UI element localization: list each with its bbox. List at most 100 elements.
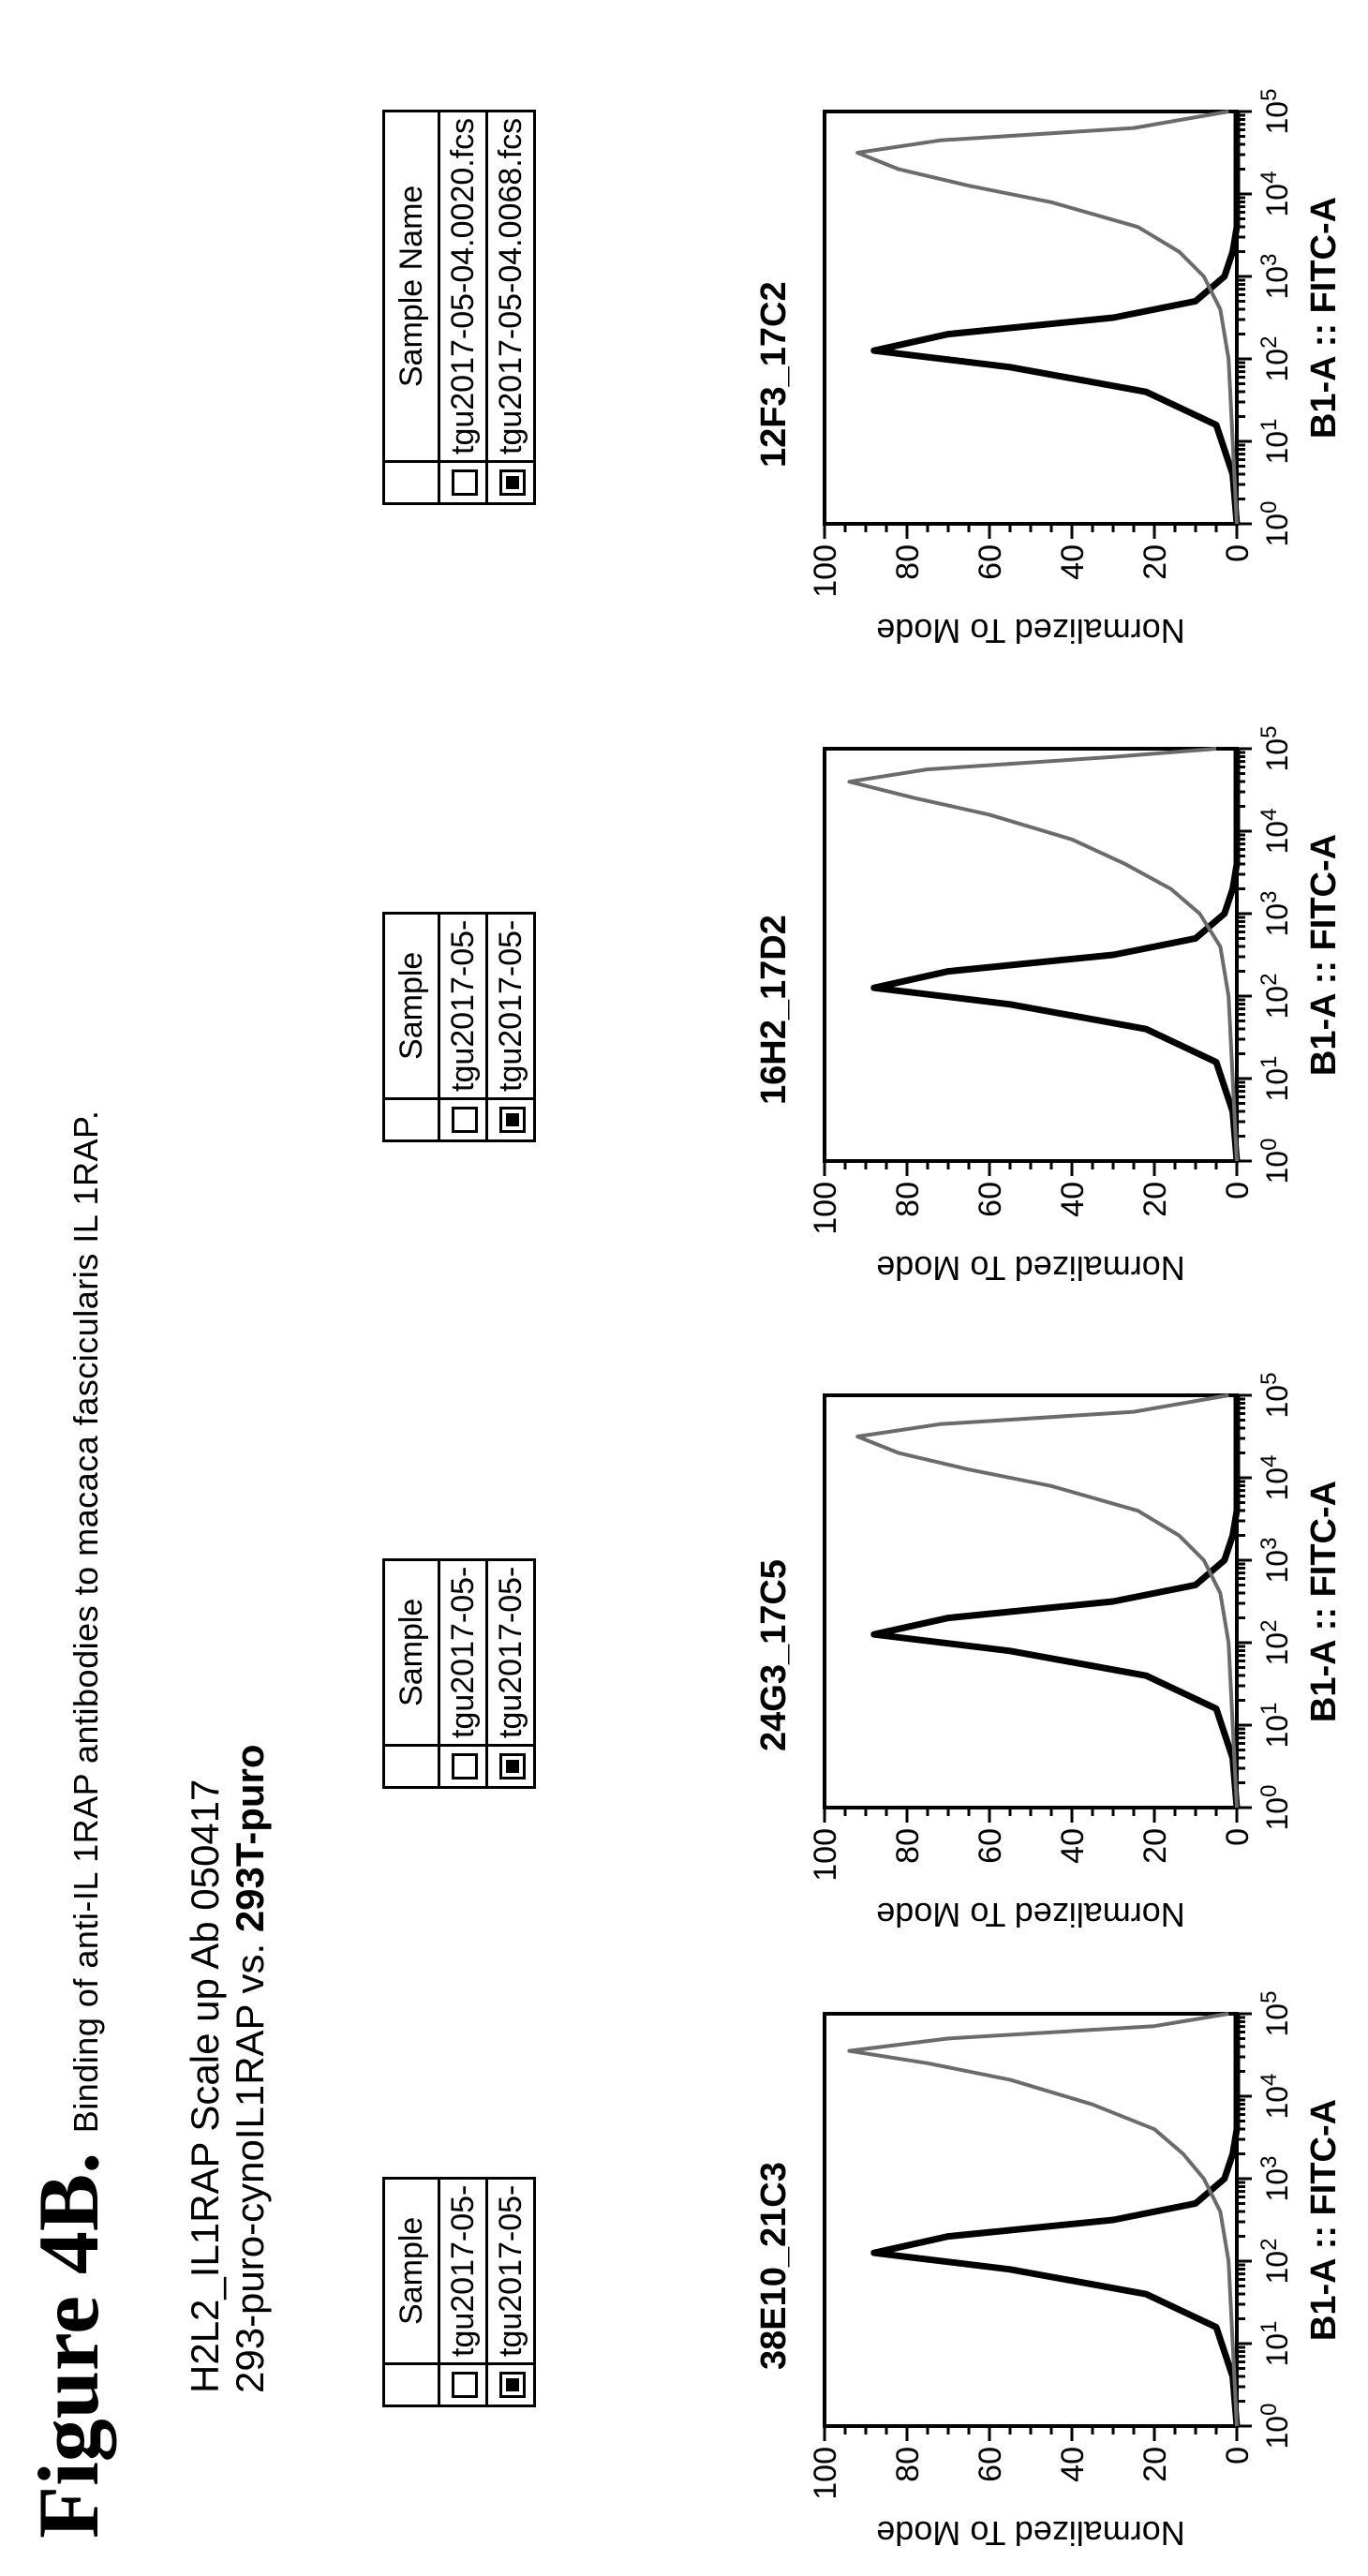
x-tick-label: 105	[1256, 726, 1294, 772]
legend-row: tgu2017-05-04.0068.fcs	[486, 111, 535, 504]
histogram-trace-control	[870, 112, 1241, 525]
legend-header: Sample Name	[383, 111, 439, 462]
legend-sample-name: tgu2017-05-	[439, 913, 487, 1099]
x-axis-label: B1-A :: FITC-A	[1304, 1481, 1344, 1722]
y-tick-label: 100	[808, 1828, 843, 1882]
x-tick-label: 102	[1256, 1620, 1294, 1666]
y-tick-label: 100	[808, 1182, 843, 1235]
sample-legend: Sample tgu2017-05- tgu2017-05-	[382, 2177, 536, 2407]
y-tick-label: 40	[1055, 544, 1091, 580]
histogram-panel-2: Sample tgu2017-05- tgu2017-05- 24G3_17C5…	[375, 1339, 1349, 1939]
experiment-subtitle: H2L2_IL1RAP Scale up Ab 050417 293-puro-…	[183, 1744, 273, 2393]
x-tick-label: 100	[1256, 1785, 1294, 1831]
legend-sample-name: tgu2017-05-	[486, 913, 535, 1099]
legend-row: tgu2017-05-	[439, 913, 487, 1141]
y-tick-label: 0	[1220, 544, 1256, 562]
x-tick-label: 101	[1256, 2321, 1294, 2367]
legend-row: tgu2017-05-04.0020.fcs	[439, 111, 487, 504]
clone-label: 12F3_17C2	[754, 281, 794, 468]
histogram-trace-control	[870, 2014, 1241, 2427]
sample-checkbox[interactable]	[498, 1107, 526, 1133]
x-axis-label: B1-A :: FITC-A	[1304, 2099, 1344, 2341]
legend-sample-name: tgu2017-05-	[486, 1559, 535, 1746]
sample-checkbox[interactable]	[451, 1753, 478, 1779]
x-tick-label: 105	[1256, 89, 1294, 135]
histogram-plot: 100 80 60 40 20 0100101102103104105Normalized…	[808, 1373, 1344, 1934]
histogram-trace-sample	[855, 1393, 1239, 1809]
x-tick-label: 101	[1256, 1056, 1294, 1102]
y-tick-label: 20	[1138, 2447, 1173, 2482]
sample-checkbox[interactable]	[498, 469, 526, 496]
sample-legend: Sample tgu2017-05- tgu2017-05-	[382, 1558, 536, 1789]
histogram-plot: 100 80 60 40 20 0100101102103104105Normalized…	[808, 1991, 1344, 2553]
y-tick-label: 60	[973, 544, 1008, 580]
legend-row: tgu2017-05-	[439, 2178, 487, 2406]
x-tick-label: 104	[1256, 171, 1294, 217]
legend-sample-name: tgu2017-05-	[439, 2178, 487, 2364]
sample-checkbox[interactable]	[451, 469, 478, 496]
sample-checkbox[interactable]	[498, 1753, 526, 1779]
x-axis-label: B1-A :: FITC-A	[1304, 197, 1344, 439]
clone-label: 16H2_17D2	[754, 915, 794, 1105]
histogram-trace-control	[870, 1395, 1241, 1809]
legend-header-row: Sample	[383, 913, 439, 1141]
x-tick-label: 100	[1256, 2404, 1294, 2449]
plot-frame	[823, 110, 1239, 526]
x-tick-label: 103	[1256, 2156, 1294, 2202]
y-tick-label: 40	[1055, 2447, 1091, 2482]
y-tick-label: 0	[1220, 1828, 1256, 1846]
figure-dot: .	[21, 2152, 116, 2174]
x-tick-label: 100	[1256, 1139, 1294, 1184]
x-tick-label: 100	[1256, 501, 1294, 547]
y-tick-label: 80	[890, 1828, 926, 1864]
legend-header: Sample	[383, 2178, 439, 2364]
histogram-trace-sample	[847, 2012, 1239, 2427]
legend-header-row: Sample	[383, 1559, 439, 1788]
sample-checkbox[interactable]	[498, 2372, 526, 2398]
x-tick-label: 103	[1256, 1538, 1294, 1584]
x-tick-label: 101	[1256, 1703, 1294, 1749]
y-tick-label: 0	[1220, 2447, 1256, 2464]
x-tick-label: 102	[1256, 974, 1294, 1020]
histogram-panel-3: Sample tgu2017-05- tgu2017-05- 16H2_17D2…	[375, 692, 1349, 1292]
legend-row: tgu2017-05-	[439, 1559, 487, 1788]
x-tick-label: 101	[1256, 419, 1294, 465]
plot-frame	[823, 2012, 1239, 2428]
legend-header: Sample	[383, 913, 439, 1099]
y-tick-label: 100	[808, 544, 843, 598]
histogram-trace-sample	[847, 747, 1239, 1162]
plot-frame	[823, 1393, 1239, 1809]
y-tick-label: 80	[890, 1182, 926, 1217]
figure-number: Figure 4B	[21, 2173, 116, 2539]
y-tick-label: 20	[1138, 1182, 1173, 1217]
legend-row: tgu2017-05-	[486, 1559, 535, 1788]
legend-sample-name: tgu2017-05-	[486, 2178, 535, 2364]
y-tick-label: 40	[1055, 1828, 1091, 1864]
y-tick-label: 80	[890, 544, 926, 580]
legend-sample-name: tgu2017-05-	[439, 1559, 487, 1746]
y-axis-label: Normalized To Mode	[876, 1249, 1184, 1288]
x-tick-label: 105	[1256, 1991, 1294, 2037]
y-tick-label: 0	[1220, 1182, 1256, 1199]
legend-row: tgu2017-05-	[486, 2178, 535, 2406]
sample-legend: Sample tgu2017-05- tgu2017-05-	[382, 912, 536, 1142]
histogram-panel-1: Sample tgu2017-05- tgu2017-05- 38E10_21C…	[375, 1958, 1349, 2557]
legend-sample-name: tgu2017-05-04.0068.fcs	[486, 111, 535, 462]
figure-heading: Figure 4B. Binding of anti-IL 1RAP antib…	[19, 1110, 118, 2539]
x-tick-label: 104	[1256, 1455, 1294, 1501]
legend-header-row: Sample	[383, 2178, 439, 2406]
clone-label: 24G3_17C5	[754, 1559, 794, 1751]
y-tick-label: 80	[890, 2447, 926, 2482]
x-tick-label: 102	[1256, 336, 1294, 382]
sample-checkbox[interactable]	[451, 2372, 478, 2398]
histogram-panel-4: Sample Name tgu2017-05-04.0020.fcs tgu20…	[375, 55, 1349, 655]
y-tick-label: 60	[973, 1182, 1008, 1217]
subtitle-line-1: H2L2_IL1RAP Scale up Ab 050417	[183, 1779, 227, 2393]
x-tick-label: 102	[1256, 2239, 1294, 2285]
legend-header-row: Sample Name	[383, 111, 439, 504]
legend-header: Sample	[383, 1559, 439, 1746]
sample-checkbox[interactable]	[451, 1107, 478, 1133]
x-tick-label: 104	[1256, 809, 1294, 855]
subtitle-line-2: 293-puro-cynoIL1RAP vs. 293T-puro	[228, 1744, 273, 2393]
